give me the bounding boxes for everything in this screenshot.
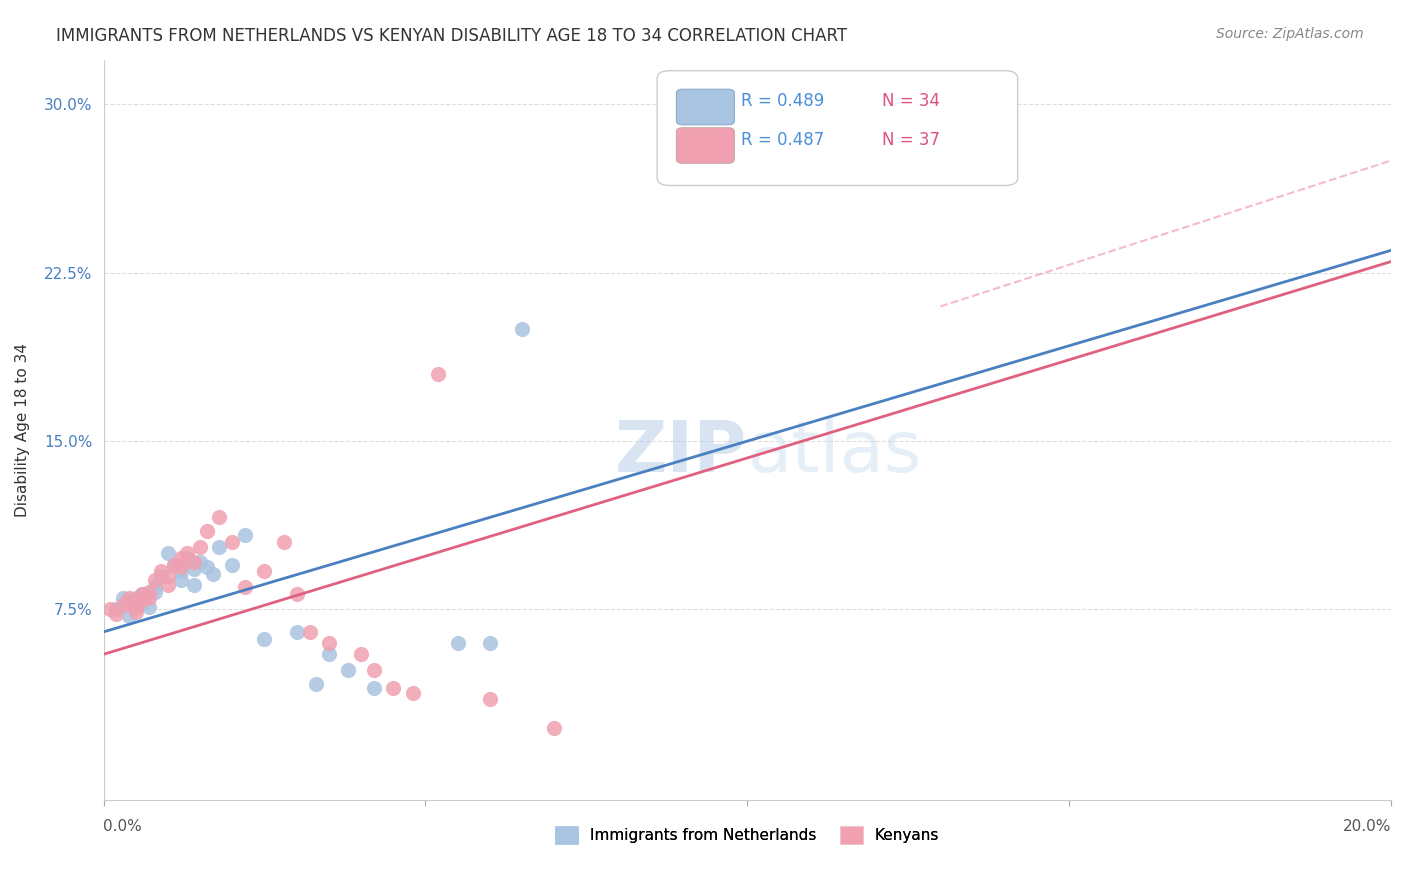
Point — [363, 681, 385, 695]
Point — [105, 607, 128, 621]
Point — [253, 632, 276, 646]
Point — [221, 558, 243, 572]
Text: N = 34: N = 34 — [883, 92, 941, 111]
Point — [446, 636, 468, 650]
Point — [195, 524, 218, 538]
Point — [150, 569, 173, 583]
Point — [337, 663, 360, 677]
Text: R = 0.489: R = 0.489 — [741, 92, 824, 111]
Point — [170, 564, 193, 578]
Point — [510, 322, 533, 336]
Point — [131, 587, 153, 601]
Point — [125, 600, 148, 615]
Text: 0.0%: 0.0% — [104, 819, 142, 834]
Point — [183, 578, 205, 592]
Point — [118, 596, 141, 610]
Point — [176, 550, 198, 565]
Point — [125, 591, 148, 606]
Point — [176, 546, 198, 560]
Point — [427, 367, 450, 381]
Point — [401, 685, 423, 699]
Point — [929, 165, 952, 179]
Point — [478, 692, 501, 706]
Point — [170, 574, 193, 588]
Point — [111, 598, 134, 612]
Point — [163, 558, 186, 572]
Point — [156, 546, 179, 560]
Point — [131, 593, 153, 607]
Point — [233, 528, 256, 542]
Point — [170, 559, 193, 574]
Point — [183, 555, 205, 569]
Point — [138, 600, 160, 615]
Point — [143, 580, 166, 594]
Point — [478, 636, 501, 650]
Point — [138, 591, 160, 606]
Point — [163, 558, 186, 572]
Point — [131, 596, 153, 610]
Point — [118, 591, 141, 606]
Y-axis label: Disability Age 18 to 34: Disability Age 18 to 34 — [15, 343, 30, 517]
Point — [208, 540, 231, 554]
Point — [143, 574, 166, 588]
Point — [118, 609, 141, 624]
FancyBboxPatch shape — [676, 89, 734, 125]
Point — [183, 562, 205, 576]
Point — [543, 722, 565, 736]
Point — [150, 564, 173, 578]
Text: atlas: atlas — [747, 417, 921, 487]
Point — [285, 624, 308, 639]
FancyBboxPatch shape — [657, 70, 1018, 186]
Point — [350, 648, 373, 662]
Point — [253, 564, 276, 578]
Text: ZIP: ZIP — [614, 417, 747, 487]
Point — [125, 598, 148, 612]
Point — [382, 681, 405, 695]
Point — [138, 584, 160, 599]
Point — [221, 535, 243, 549]
Point — [143, 584, 166, 599]
Point — [188, 555, 211, 569]
Point — [201, 566, 224, 581]
FancyBboxPatch shape — [676, 128, 734, 163]
Point — [285, 587, 308, 601]
Point — [305, 676, 328, 690]
Point — [233, 580, 256, 594]
Text: Source: ZipAtlas.com: Source: ZipAtlas.com — [1216, 27, 1364, 41]
Point — [195, 559, 218, 574]
Point — [105, 602, 128, 616]
Text: R = 0.487: R = 0.487 — [741, 131, 824, 149]
Point — [156, 578, 179, 592]
Point — [98, 602, 121, 616]
Point — [131, 587, 153, 601]
Point — [188, 540, 211, 554]
Point — [363, 663, 385, 677]
Text: 20.0%: 20.0% — [1343, 819, 1391, 834]
Point — [125, 605, 148, 619]
Point — [111, 591, 134, 606]
Point — [298, 624, 321, 639]
Point — [170, 550, 193, 565]
Point — [156, 569, 179, 583]
Text: IMMIGRANTS FROM NETHERLANDS VS KENYAN DISABILITY AGE 18 TO 34 CORRELATION CHART: IMMIGRANTS FROM NETHERLANDS VS KENYAN DI… — [56, 27, 848, 45]
Point — [273, 535, 295, 549]
Point — [318, 636, 340, 650]
Legend: Immigrants from Netherlands, Kenyans: Immigrants from Netherlands, Kenyans — [548, 818, 946, 852]
Point — [318, 648, 340, 662]
Text: N = 37: N = 37 — [883, 131, 941, 149]
Point — [208, 510, 231, 524]
